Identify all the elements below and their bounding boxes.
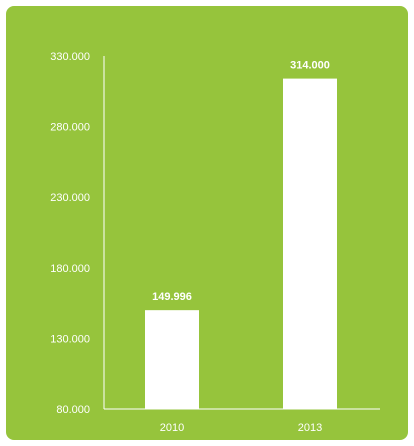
bars: [145, 79, 337, 409]
y-tick-label: 230.000: [50, 192, 90, 204]
y-tick-label: 330.000: [50, 51, 90, 63]
y-tick-label: 280.000: [50, 122, 90, 134]
bar-2010: [145, 310, 199, 409]
y-tick-label: 180.000: [50, 263, 90, 275]
data-label-2013: 314.000: [290, 60, 330, 72]
category-label-2010: 2010: [160, 422, 184, 434]
y-tick-labels: 80.000 130.000 180.000 230.000 280.000 330.00…: [50, 51, 90, 416]
y-tick-label: 130.000: [50, 333, 90, 345]
bar-2013: [283, 79, 337, 409]
data-label-2010: 149.996: [152, 291, 192, 303]
y-tick-label: 80.000: [56, 404, 90, 416]
category-label-2013: 2013: [298, 422, 322, 434]
category-labels: 2010 2013: [160, 422, 322, 434]
